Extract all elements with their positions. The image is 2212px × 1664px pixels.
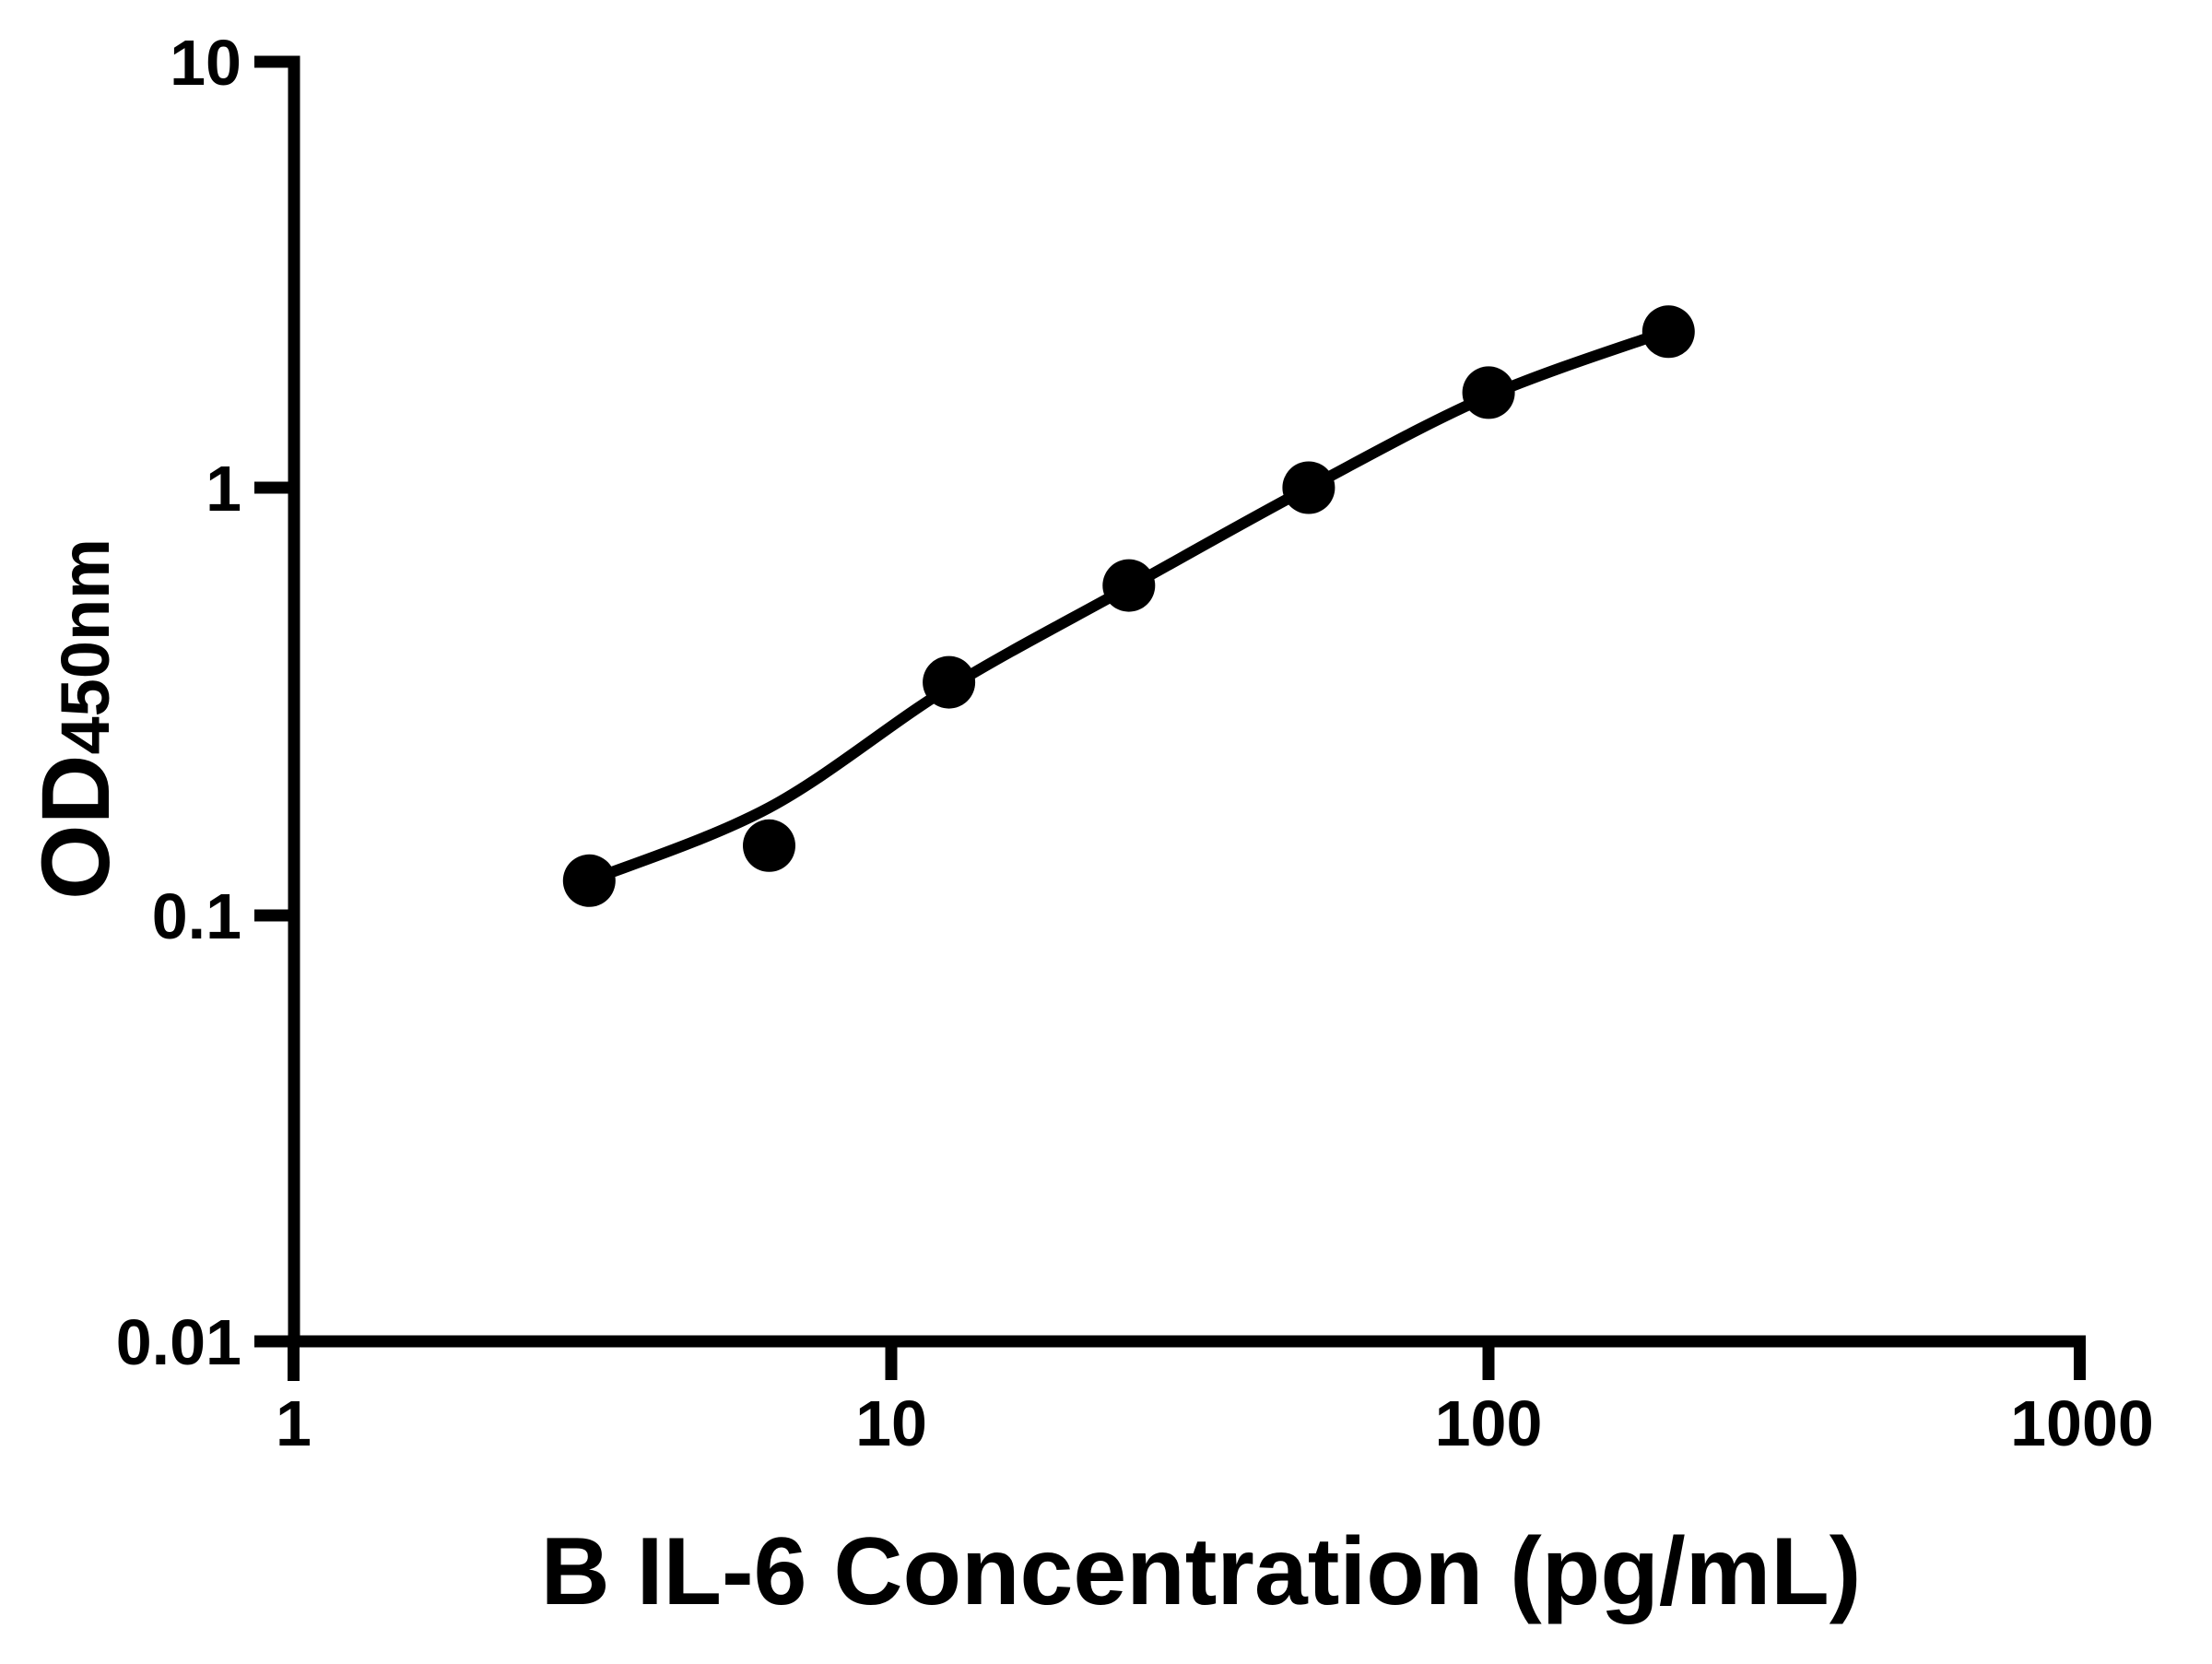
data-point	[923, 655, 976, 709]
y-tick-marks	[254, 55, 300, 1348]
x-tick-label-100: 100	[1435, 1387, 1543, 1459]
data-point	[1102, 559, 1156, 612]
x-axis-title: B IL-6 Concentration (pg/mL)	[541, 1518, 1862, 1625]
data-point	[743, 819, 795, 872]
y-tick-label-1: 1	[206, 453, 241, 525]
axes	[254, 55, 2086, 1348]
x-tick-label-1000: 1000	[2010, 1387, 2154, 1459]
data-point	[1641, 305, 1695, 359]
y-tick-label-0.1: 0.1	[152, 880, 241, 952]
y-axis-title: OD450nm	[22, 538, 130, 900]
x-tick-label-1: 1	[276, 1387, 312, 1459]
x-tick-label-10: 10	[855, 1387, 927, 1459]
x-tick-labels: 1 10 100 1000	[276, 1387, 2154, 1459]
y-tick-label-0.01: 0.01	[116, 1306, 241, 1378]
data-point	[562, 854, 616, 907]
y-axis-title-subscript: 450nm	[47, 538, 124, 754]
data-point	[1282, 461, 1335, 514]
y-tick-labels: 10 1 0.1 0.01	[116, 27, 241, 1378]
y-tick-label-10: 10	[170, 27, 241, 99]
x-tick-marks	[288, 1336, 2086, 1381]
y-axis-title-main: OD	[22, 754, 130, 900]
data-points-group	[562, 305, 1695, 907]
data-point	[1462, 366, 1515, 419]
